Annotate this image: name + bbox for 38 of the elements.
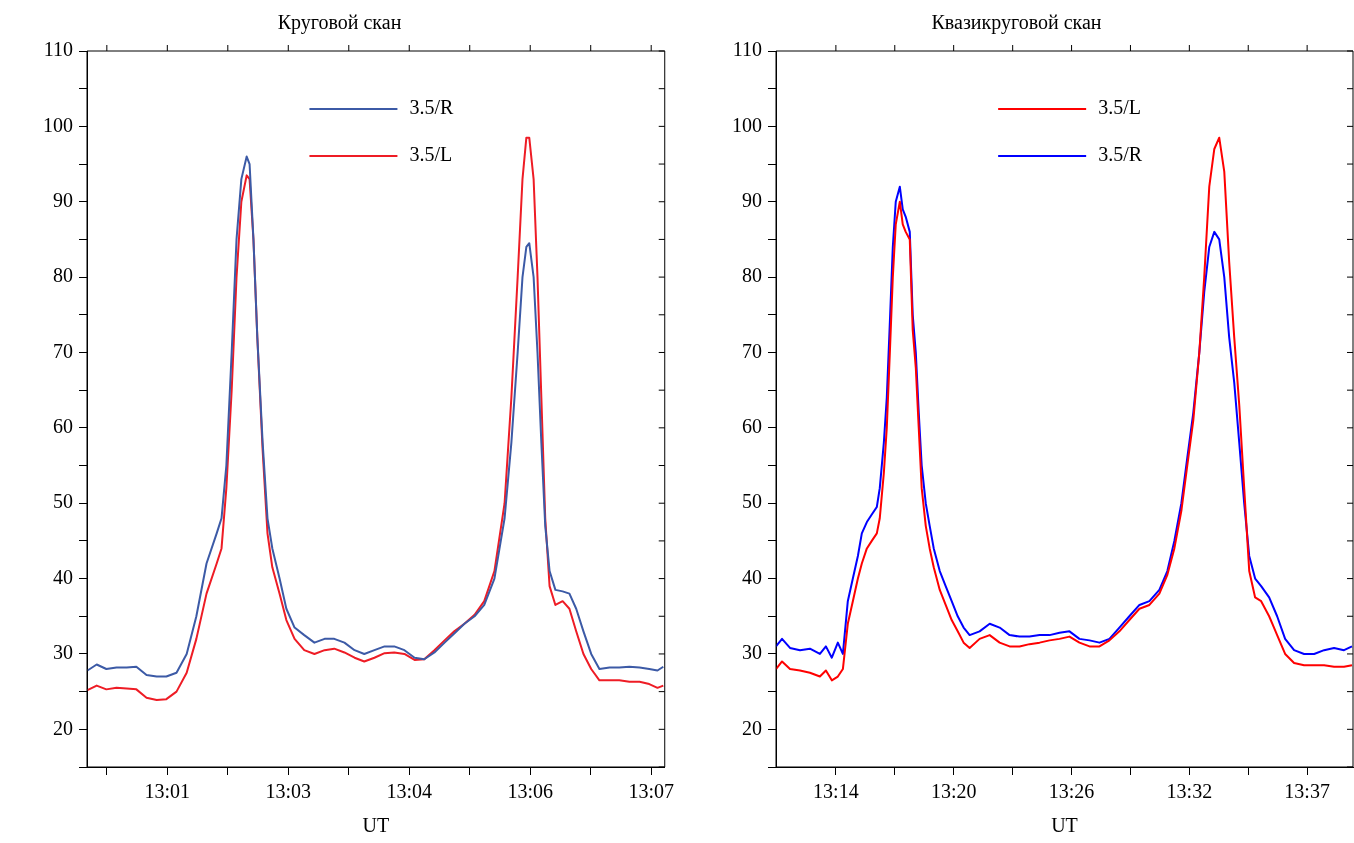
y-tick-label: 30	[742, 641, 762, 664]
x-tick-label: 13:06	[507, 780, 554, 803]
y-tick-label: 70	[53, 339, 73, 362]
x-tick-label: 13:20	[930, 780, 977, 803]
y-tick-label: 80	[53, 264, 73, 287]
y-tick-label: 20	[53, 716, 73, 739]
x-axis-title: UT	[1051, 814, 1078, 837]
y-tick-label: 30	[53, 641, 73, 664]
y-tick-label: 40	[742, 565, 762, 588]
y-tick-label: 110	[43, 38, 73, 61]
x-axis-title: UT	[362, 814, 390, 837]
y-tick-label: 90	[53, 188, 73, 211]
legend-label: 3.5/L	[409, 143, 453, 166]
y-tick-label: 40	[53, 565, 73, 588]
y-tick-label: 50	[53, 490, 73, 513]
y-tick-label: 20	[742, 716, 762, 739]
y-tick-label: 90	[742, 188, 762, 211]
x-tick-label: 13:03	[265, 780, 312, 803]
legend-label: 3.5/R	[409, 96, 454, 119]
x-tick-label: 13:32	[1166, 780, 1213, 803]
y-tick-label: 100	[732, 113, 762, 136]
x-tick-label: 13:07	[628, 780, 674, 803]
x-tick-label: 13:04	[386, 780, 433, 803]
y-tick-label: 60	[742, 415, 762, 438]
chart-title: Квазикруговой скан	[931, 11, 1102, 35]
y-tick-label: 50	[742, 490, 762, 513]
chart-title: Круговой скан	[277, 11, 402, 35]
y-tick-label: 60	[53, 415, 73, 438]
y-tick-label: 100	[43, 113, 73, 136]
x-tick-label: 13:14	[813, 780, 859, 803]
y-tick-label: 80	[742, 264, 762, 287]
y-tick-label: 70	[742, 339, 762, 362]
y-tick-label: 110	[732, 38, 762, 61]
x-tick-label: 13:37	[1284, 780, 1330, 803]
legend-label: 3.5/R	[1098, 143, 1143, 166]
legend-label: 3.5/L	[1098, 96, 1141, 119]
x-tick-label: 13:26	[1048, 780, 1095, 803]
x-tick-label: 13:01	[144, 780, 191, 803]
